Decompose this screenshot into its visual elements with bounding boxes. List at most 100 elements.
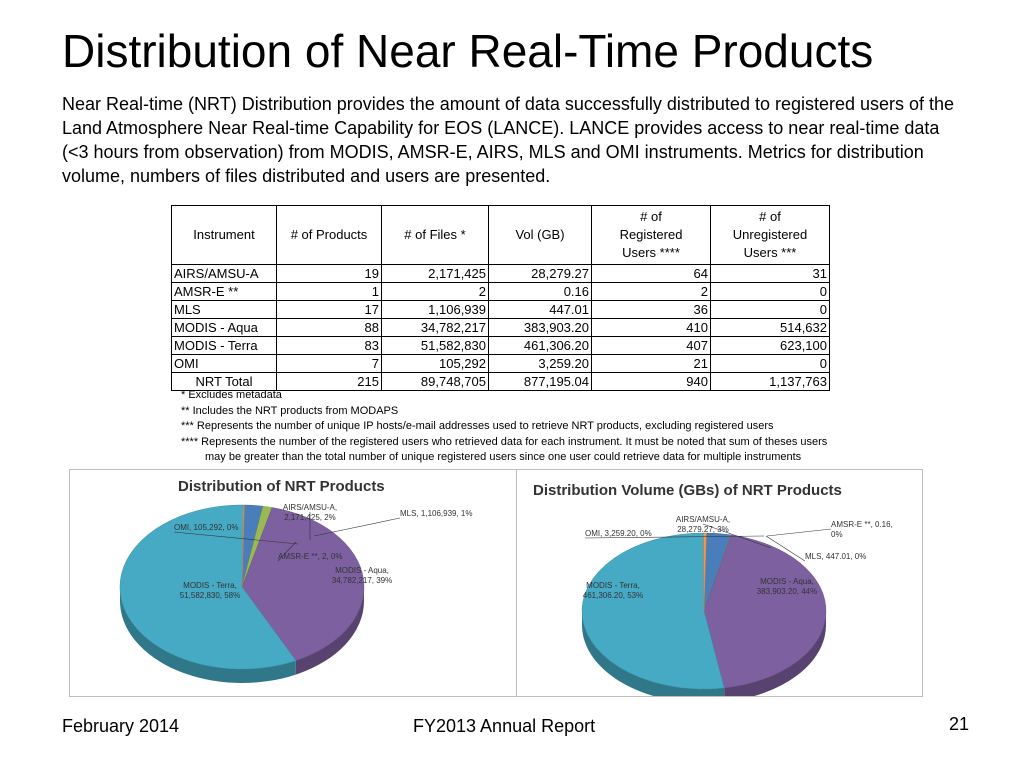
header-unregistered-line: Unregistered [732,227,808,242]
pie-depth [120,587,364,683]
cell-total-label: NRT Total [171,372,277,391]
cell-products: 7 [276,354,382,373]
cell-products: 88 [276,318,382,337]
cell-registered: 2 [591,282,711,301]
cell-vol: 447.01 [488,300,592,319]
slice-label-modis-aqua: MODIS - Aqua, 383,903.20, 44% [757,577,818,596]
pie-side-modis-terra [582,611,725,696]
cell-files: 1,106,939 [381,300,489,319]
pie-slice-modis-terra [581,532,725,690]
table-row: MLS 17 1,106,939 447.01 36 0 [171,300,830,319]
slice-label-line: 383,903.20, 44% [757,587,818,596]
slice-label-mls: MLS, 1,106,939, 1% [400,509,473,518]
footnote: **** Represents the number of the regist… [181,435,828,448]
cell-instrument: MLS [171,300,277,319]
table-row: MODIS - Aqua 88 34,782,217 383,903.20 41… [171,318,830,337]
cell-instrument: MODIS - Aqua [171,318,277,337]
leader-line [173,531,299,545]
cell-products: 1 [276,282,382,301]
charts-divider [516,470,517,696]
pie-side-modis-terra [120,587,296,683]
slice-label-line: MLS, 1,106,939, 1% [400,509,473,518]
cell-files: 105,292 [381,354,489,373]
cell-unregistered: 0 [710,354,830,373]
slice-label-line: 461,306.20, 53% [583,591,644,600]
cell-vol: 461,306.20 [488,336,592,355]
slice-label-line: AIRS/AMSU-A, [283,503,337,512]
slice-label-line: 2,171,425, 2% [284,513,336,522]
header-files: # of Files * [381,205,489,265]
cell-products: 19 [276,264,382,283]
table-row: OMI 7 105,292 3,259.20 21 0 [171,354,830,373]
cell-unregistered: 0 [710,282,830,301]
header-unregistered-line: Users *** [743,245,797,260]
footnote: may be greater than the total number of … [205,451,802,463]
pie-side-modis-aqua [295,587,364,675]
slice-label-omi: OMI, 3,259.20, 0% [585,529,652,538]
footer-report: FY2013 Annual Report [413,716,596,736]
cell-instrument: AMSR-E ** [171,282,277,301]
slice-label-line: OMI, 3,259.20, 0% [585,529,652,538]
cell-unregistered: 31 [710,264,830,283]
leader-line [765,535,806,562]
table-footnotes: * Excludes metadata ** Includes the NRT … [181,388,827,466]
slice-label-line: AIRS/AMSU-A, [676,515,730,524]
cell-files: 34,782,217 [381,318,489,337]
leader-line [277,541,297,562]
cell-registered: 407 [591,336,711,355]
slice-label-airs-amsu-a: AIRS/AMSU-A, 28,279.27, 3% [676,515,730,534]
slice-label-line: AMSR-E **, 2, 0% [278,552,342,561]
slice-label-omi: OMI, 105,292, 0% [174,523,238,532]
cell-vol: 28,279.27 [488,264,592,283]
slice-label-line: AMSR-E **, 0.16, [831,520,893,529]
header-registered: # of Registered Users **** [591,205,711,265]
cell-total-registered: 940 [591,372,711,391]
cell-vol: 0.16 [488,282,592,301]
cell-vol: 383,903.20 [488,318,592,337]
chart-title-products: Distribution of NRT Products [178,478,385,495]
footnote: * Excludes metadata [181,389,282,401]
footer-date: February 2014 [62,716,180,736]
cell-unregistered: 0 [710,300,830,319]
slice-label-airs-amsu-a: AIRS/AMSU-A, 2,171,425, 2% [283,503,337,522]
cell-products: 17 [276,300,382,319]
table-total-row: NRT Total 215 89,748,705 877,195.04 940 … [171,372,830,391]
header-unregistered-line: # of [759,209,781,224]
slice-label-amsr-e: AMSR-E **, 2, 0% [278,552,342,561]
cell-files: 51,582,830 [381,336,489,355]
pie-slice-modis-terra [119,504,297,670]
header-registered-line: # of [640,209,662,224]
slice-label-line: MODIS - Aqua, [760,577,814,586]
pie-slice-omi [241,504,245,588]
slide-number: 21 [949,714,970,734]
header-registered-line: Registered [619,227,683,242]
leader-line [313,517,401,537]
slice-label-line: OMI, 105,292, 0% [174,523,238,532]
cell-registered: 64 [591,264,711,283]
cell-instrument: AIRS/AMSU-A [171,264,277,283]
cell-instrument: MODIS - Terra [171,336,277,355]
table-header-row: Instrument # of Products # of Files * Vo… [171,205,830,265]
slice-label-line: MODIS - Terra, [586,581,640,590]
cell-total-vol: 877,195.04 [488,372,592,391]
cell-total-unregistered: 1,137,763 [710,372,830,391]
pie-slice-modis-aqua [703,534,827,689]
pie-chart-volume: AIRS/AMSU-A, 28,279.27, 3% AMSR-E **, 0.16… [581,515,893,696]
slice-label-line: 51,582,830, 58% [180,591,241,600]
slice-label-modis-aqua: MODIS - Aqua, 34,782,217, 39% [332,566,393,585]
cell-files: 2,171,425 [381,264,489,283]
header-products: # of Products [276,205,382,265]
cell-unregistered: 514,632 [710,318,830,337]
pie-slice-modis-aqua [241,507,365,661]
cell-unregistered: 623,100 [710,336,830,355]
cell-registered: 410 [591,318,711,337]
cell-instrument: OMI [171,354,277,373]
leader-line [702,523,772,549]
slide-title: Distribution of Near Real-Time Products [62,25,874,77]
distribution-table: Instrument # of Products # of Files * Vo… [171,205,830,391]
slice-label-line: MODIS - Terra, [183,581,237,590]
intro-paragraph: Near Real-time (NRT) Distribution provid… [62,94,955,186]
cell-files: 2 [381,282,489,301]
header-unregistered: # of Unregistered Users *** [710,205,830,265]
slice-label-line: MODIS - Aqua, [335,566,389,575]
